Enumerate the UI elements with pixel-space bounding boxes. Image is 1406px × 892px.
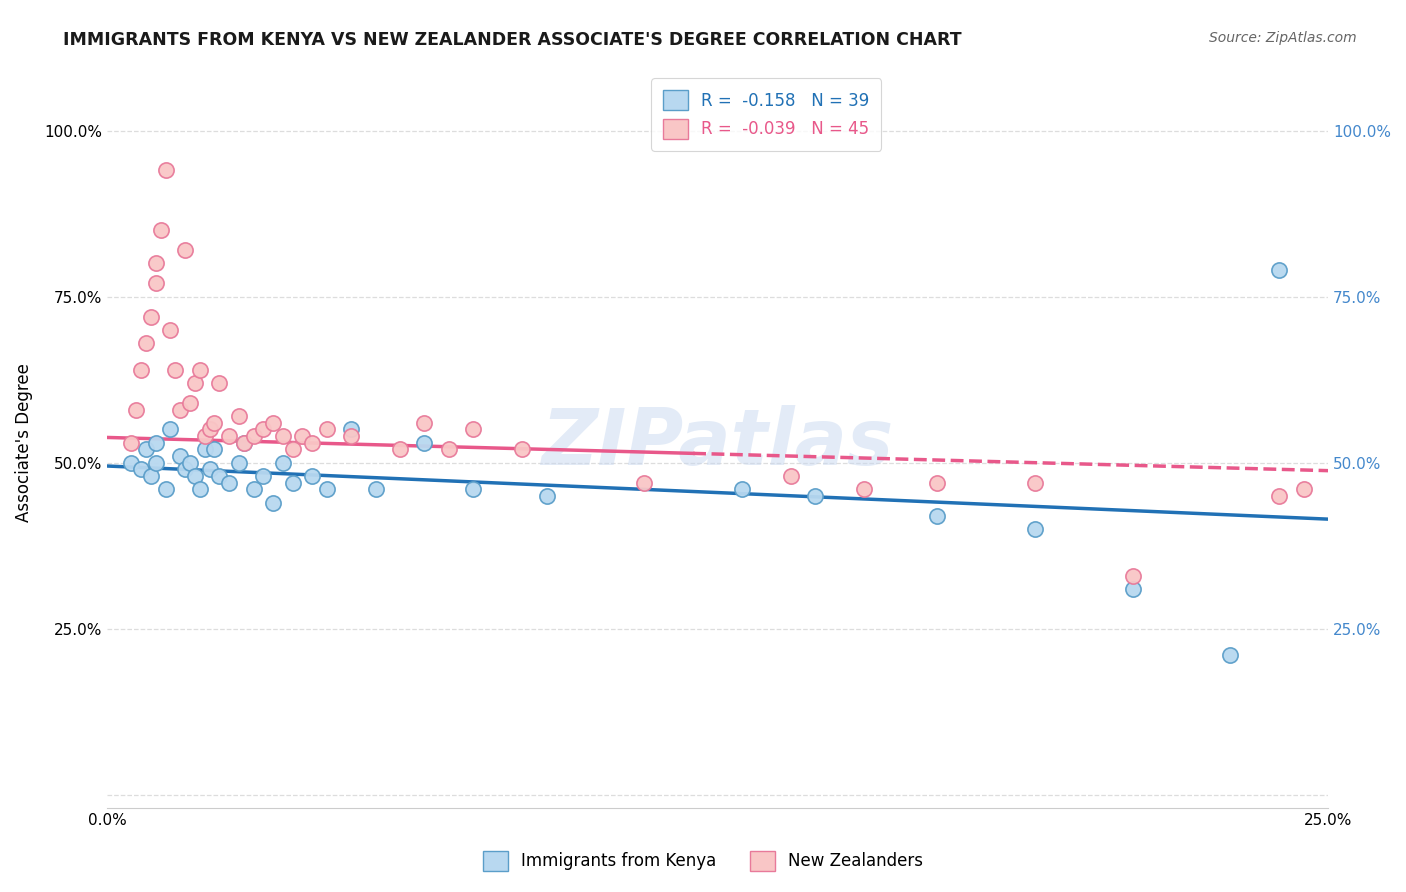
Point bbox=[159, 323, 181, 337]
Point bbox=[510, 442, 533, 457]
Point bbox=[271, 429, 294, 443]
Point bbox=[281, 442, 304, 457]
Point bbox=[194, 442, 217, 457]
Point bbox=[218, 475, 240, 490]
Point bbox=[927, 475, 949, 490]
Point bbox=[145, 456, 167, 470]
Point bbox=[135, 336, 157, 351]
Point bbox=[232, 435, 254, 450]
Point bbox=[139, 310, 162, 324]
Point bbox=[218, 429, 240, 443]
Point bbox=[228, 456, 250, 470]
Point bbox=[315, 482, 337, 496]
Point bbox=[1219, 648, 1241, 663]
Point bbox=[120, 456, 142, 470]
Point bbox=[281, 475, 304, 490]
Point bbox=[1024, 475, 1046, 490]
Point bbox=[252, 469, 274, 483]
Point bbox=[315, 422, 337, 436]
Point bbox=[135, 442, 157, 457]
Point bbox=[1122, 582, 1144, 596]
Point bbox=[271, 456, 294, 470]
Point bbox=[1122, 568, 1144, 582]
Point bbox=[208, 469, 231, 483]
Point bbox=[174, 243, 197, 257]
Point bbox=[139, 469, 162, 483]
Point bbox=[242, 482, 264, 496]
Point bbox=[252, 422, 274, 436]
Point bbox=[159, 422, 181, 436]
Point bbox=[184, 469, 207, 483]
Point bbox=[389, 442, 412, 457]
Point bbox=[927, 508, 949, 523]
Point bbox=[179, 396, 201, 410]
Point bbox=[184, 376, 207, 390]
Point bbox=[463, 482, 485, 496]
Y-axis label: Associate's Degree: Associate's Degree bbox=[15, 363, 32, 522]
Point bbox=[364, 482, 387, 496]
Point bbox=[198, 462, 221, 476]
Point bbox=[204, 416, 226, 430]
Point bbox=[731, 482, 754, 496]
Point bbox=[165, 362, 187, 376]
Point bbox=[413, 435, 436, 450]
Point bbox=[340, 429, 363, 443]
Point bbox=[536, 489, 558, 503]
Point bbox=[198, 422, 221, 436]
Point bbox=[120, 435, 142, 450]
Point bbox=[779, 469, 801, 483]
Text: ZIPatlas: ZIPatlas bbox=[541, 405, 894, 481]
Point bbox=[155, 163, 177, 178]
Point bbox=[169, 402, 191, 417]
Point bbox=[633, 475, 655, 490]
Point bbox=[208, 376, 231, 390]
Point bbox=[145, 435, 167, 450]
Point bbox=[1024, 522, 1046, 536]
Point bbox=[155, 482, 177, 496]
Point bbox=[188, 482, 211, 496]
Point bbox=[232, 435, 254, 450]
Legend: R =  -0.158   N = 39, R =  -0.039   N = 45: R = -0.158 N = 39, R = -0.039 N = 45 bbox=[651, 78, 882, 151]
Point bbox=[463, 422, 485, 436]
Point bbox=[179, 456, 201, 470]
Point bbox=[301, 469, 323, 483]
Point bbox=[145, 256, 167, 270]
Point bbox=[804, 489, 827, 503]
Point bbox=[437, 442, 460, 457]
Text: IMMIGRANTS FROM KENYA VS NEW ZEALANDER ASSOCIATE'S DEGREE CORRELATION CHART: IMMIGRANTS FROM KENYA VS NEW ZEALANDER A… bbox=[63, 31, 962, 49]
Point bbox=[194, 429, 217, 443]
Point bbox=[174, 462, 197, 476]
Point bbox=[413, 416, 436, 430]
Text: Source: ZipAtlas.com: Source: ZipAtlas.com bbox=[1209, 31, 1357, 45]
Point bbox=[129, 362, 152, 376]
Point bbox=[1268, 489, 1291, 503]
Point bbox=[145, 277, 167, 291]
Point bbox=[262, 416, 284, 430]
Point bbox=[340, 422, 363, 436]
Point bbox=[262, 495, 284, 509]
Point bbox=[129, 462, 152, 476]
Legend: Immigrants from Kenya, New Zealanders: Immigrants from Kenya, New Zealanders bbox=[475, 842, 931, 880]
Point bbox=[204, 442, 226, 457]
Point bbox=[301, 435, 323, 450]
Point bbox=[149, 223, 172, 237]
Point bbox=[228, 409, 250, 424]
Point bbox=[1292, 482, 1315, 496]
Point bbox=[853, 482, 876, 496]
Point bbox=[169, 449, 191, 463]
Point bbox=[291, 429, 314, 443]
Point bbox=[125, 402, 148, 417]
Point bbox=[188, 362, 211, 376]
Point bbox=[1268, 263, 1291, 277]
Point bbox=[242, 429, 264, 443]
